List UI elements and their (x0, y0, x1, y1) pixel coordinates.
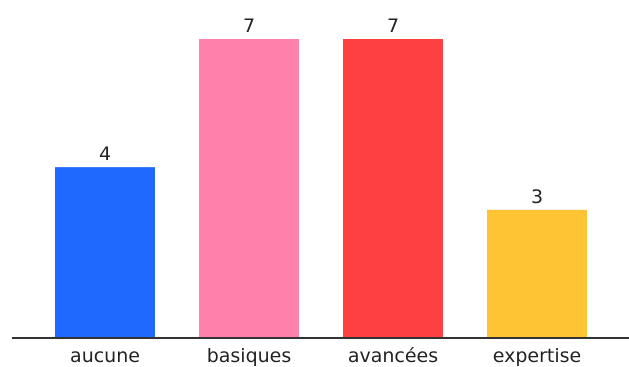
bar-2 (343, 39, 443, 338)
category-label-3: expertise (493, 345, 581, 367)
value-label-2: 7 (387, 15, 399, 37)
value-labels-layer: 4 7 7 3 (99, 15, 543, 208)
bars-layer (55, 39, 587, 338)
value-label-3: 3 (531, 186, 543, 208)
category-label-1: basiques (207, 345, 292, 367)
bar-3 (487, 209, 587, 338)
bar-0 (55, 167, 155, 338)
category-label-2: avancées (348, 345, 438, 367)
bar-1 (199, 39, 299, 338)
value-label-0: 4 (99, 143, 111, 165)
value-label-1: 7 (243, 15, 255, 37)
category-labels-layer: aucune basiques avancées expertise (70, 345, 581, 367)
category-label-0: aucune (70, 345, 140, 367)
